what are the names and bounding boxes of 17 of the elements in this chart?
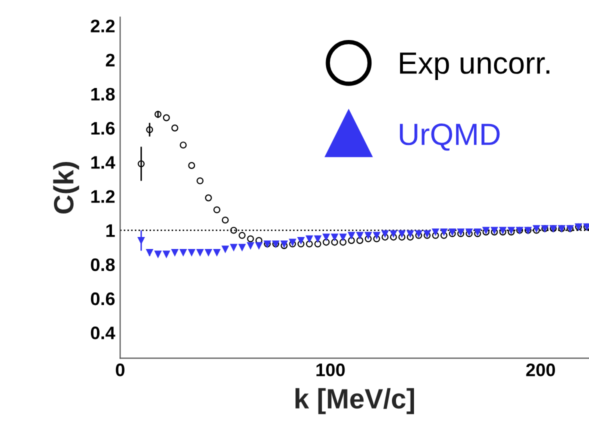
y-tick-label: 2.2 xyxy=(90,20,115,32)
y-tick-label: 1.2 xyxy=(91,190,115,203)
y-tick-label: 1.8 xyxy=(91,88,115,101)
x-tick-label: 0 xyxy=(116,364,124,376)
y-tick-label: 1.4 xyxy=(91,156,116,169)
x-tick-label: 100 xyxy=(316,364,345,376)
x-axis-title: k [MeV/c] xyxy=(296,388,414,414)
y-tick-label: 0.8 xyxy=(90,258,115,272)
y-axis-title: C(k) xyxy=(53,162,80,214)
legend-label: Exp uncorr. xyxy=(400,52,550,80)
y-tick-label: 2 xyxy=(106,54,115,66)
y-tick-label: 0.6 xyxy=(90,292,115,306)
y-tick-label: 1 xyxy=(106,224,115,237)
y-tick-label: 0.4 xyxy=(90,326,116,340)
x-tick-label: 200 xyxy=(526,364,555,376)
y-tick-label: 1.6 xyxy=(91,122,115,135)
legend-label: UrQMD xyxy=(400,124,500,151)
